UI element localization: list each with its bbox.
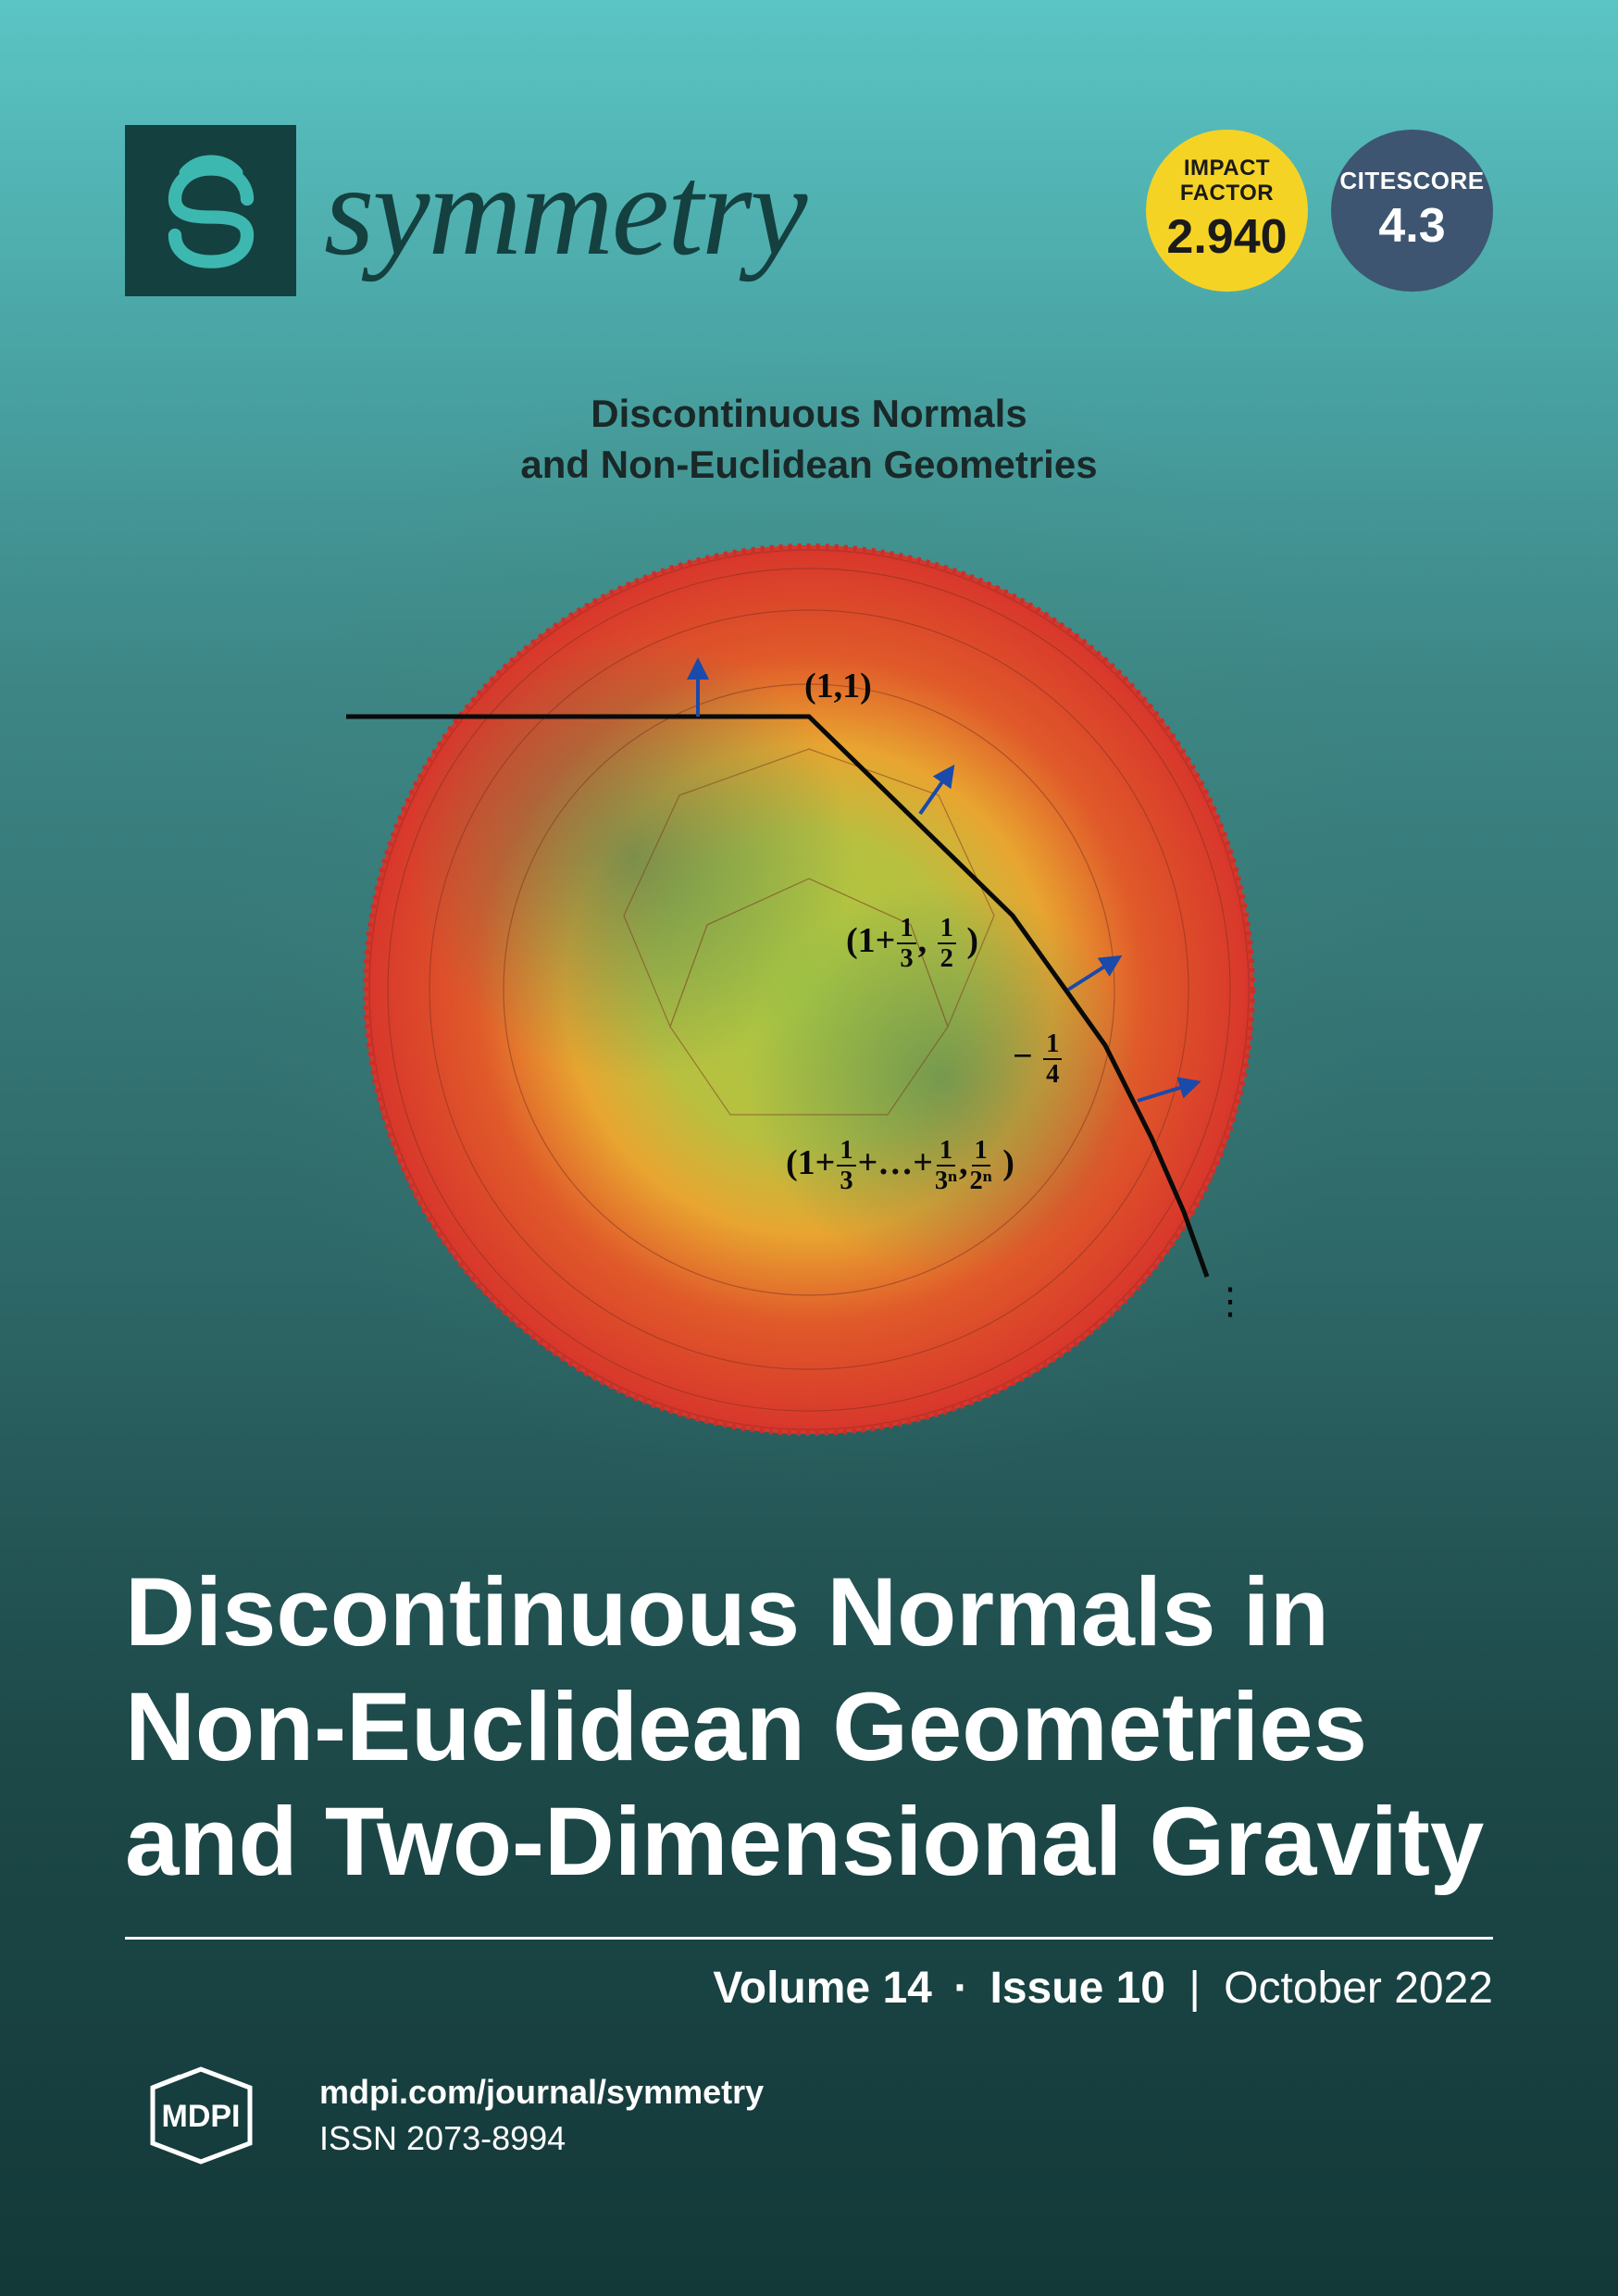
citescore-value: 4.3 [1378,198,1445,254]
journal-logo-mark [125,125,296,296]
citescore-badge: CITESCORE 4.3 [1331,130,1493,292]
poincare-disk: ⋮ (1,1) (1+13, 12 ) − 14 (1+13+…+13ⁿ,12ⁿ… [346,527,1272,1453]
cover-figure: Discontinuous Normalsand Non-Euclidean G… [300,389,1318,1453]
svg-text:MDPI: MDPI [162,2099,241,2134]
journal-name: symmetry [324,136,805,285]
label-p2: (1+13, 12 ) [846,916,978,972]
title-rule [125,1937,1493,1940]
svg-text:⋮: ⋮ [1212,1280,1249,1322]
footer: MDPI mdpi.com/journal/symmetry ISSN 2073… [125,2060,764,2171]
impact-value: 2.940 [1166,209,1287,265]
footer-issn: ISSN 2073-8994 [319,2115,764,2162]
symmetry-s-icon [151,151,271,271]
mdpi-logo-icon: MDPI [125,2060,278,2171]
metrics-badges: IMPACTFACTOR 2.940 CITESCORE 4.3 [1146,130,1493,292]
footer-url: mdpi.com/journal/symmetry [319,2069,764,2115]
article-title: Discontinuous Normals in Non-Euclidean G… [125,1555,1493,1940]
citescore-label: CITESCORE [1339,168,1484,194]
footer-text: mdpi.com/journal/symmetry ISSN 2073-8994 [319,2069,764,2163]
header: symmetry IMPACTFACTOR 2.940 CITESCORE 4.… [125,125,1493,296]
figure-title: Discontinuous Normalsand Non-Euclidean G… [300,389,1318,490]
logo-group: symmetry [125,125,805,296]
label-p4: (1+13+…+13ⁿ,12ⁿ ) [786,1138,1014,1194]
label-p3: − 14 [1013,1031,1064,1088]
label-p1: (1,1) [804,666,872,706]
issue-line: Volume 14 · Issue 10 | October 2022 [713,1963,1493,2014]
impact-factor-badge: IMPACTFACTOR 2.940 [1146,130,1308,292]
impact-label: IMPACTFACTOR [1180,156,1274,206]
